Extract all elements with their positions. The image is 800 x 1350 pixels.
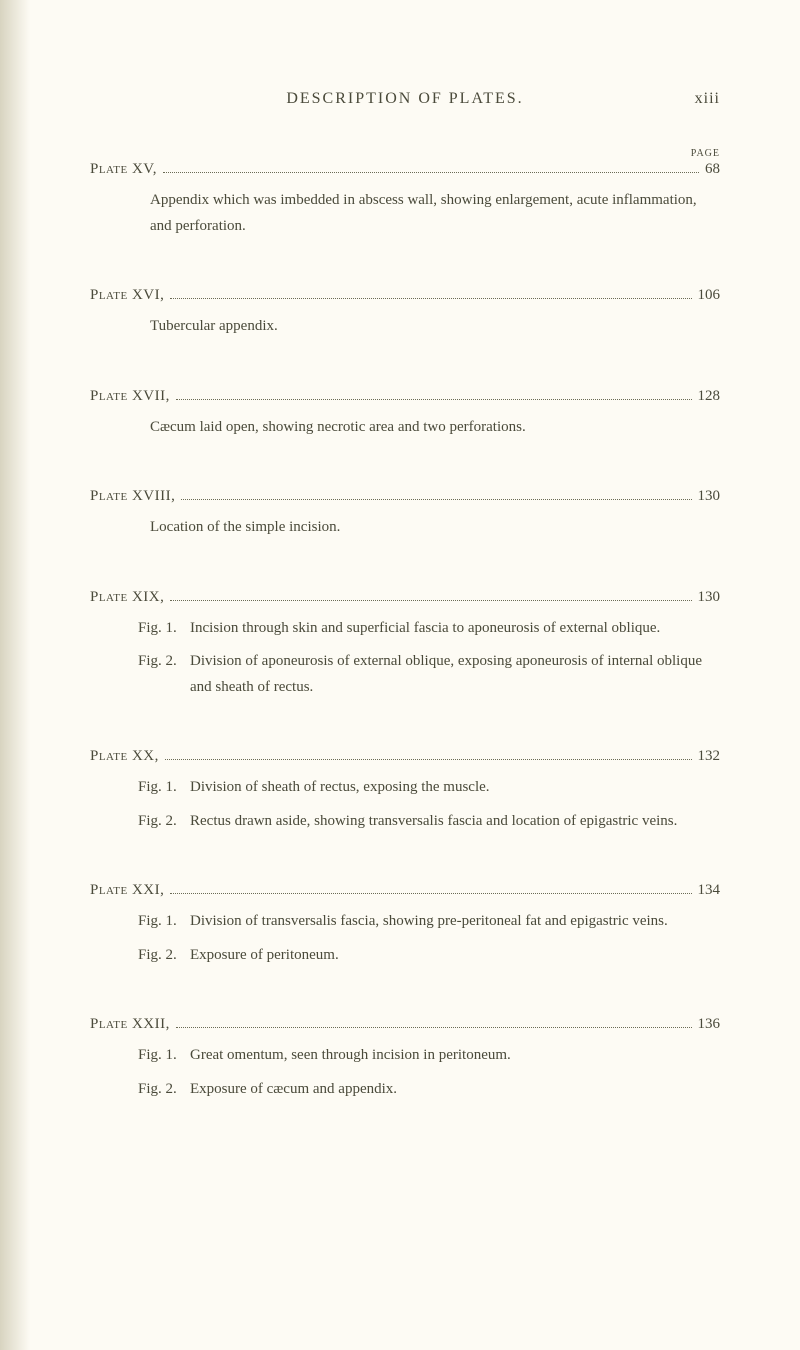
plate-entry: Plate XVIII, 130 Location of the simple … [90,488,720,541]
plate-description: Location of the simple incision. [138,515,720,541]
plate-description-text: Tubercular appendix. [150,314,720,340]
plate-description: Cæcum laid open, showing necrotic area a… [138,415,720,441]
plate-name: Plate XVIII, [90,488,175,505]
plate-description-text: Appendix which was imbedded in abscess w… [150,188,720,239]
figure-item: Fig. 1.Division of transversalis fascia,… [138,909,720,935]
running-header: DESCRIPTION OF PLATES. xiii [90,90,720,108]
plate-heading-line: Plate XIX, 130 [90,589,720,606]
plate-description: Tubercular appendix. [138,314,720,340]
figure-text: Division of transversalis fascia, showin… [190,913,668,929]
plate-page-number: 134 [698,882,721,899]
leader-dots [176,398,692,400]
plate-page-number: 128 [698,388,721,405]
figure-item: Fig. 2.Exposure of peritoneum. [138,943,720,969]
plate-description: Fig. 1.Division of transversalis fascia,… [138,909,720,968]
plate-entry: Plate XX, 132 Fig. 1.Division of sheath … [90,748,720,834]
figure-label: Fig. 2. [138,943,190,969]
plate-description: Appendix which was imbedded in abscess w… [138,188,720,239]
plate-heading-line: Plate XXI, 134 [90,882,720,899]
page-container: DESCRIPTION OF PLATES. xiii PAGE Plate X… [0,0,800,1350]
figure-text: Division of sheath of rectus, exposing t… [190,779,490,795]
plate-entry: Plate XVI, 106 Tubercular appendix. [90,287,720,340]
figure-label: Fig. 2. [138,649,190,675]
plate-name: Plate XXII, [90,1016,170,1033]
plate-description-text: Cæcum laid open, showing necrotic area a… [150,415,720,441]
figure-item: Fig. 2.Rectus drawn aside, showing trans… [138,809,720,835]
header-title: DESCRIPTION OF PLATES. [150,90,660,108]
figure-label: Fig. 1. [138,775,190,801]
figure-text: Great omentum, seen through incision in … [190,1047,511,1063]
figure-item: Fig. 2.Exposure of cæcum and appendix. [138,1077,720,1103]
plate-entry: Plate XXI, 134 Fig. 1.Division of transv… [90,882,720,968]
leader-dots [163,171,699,173]
leader-dots [165,758,692,760]
figure-text: Rectus drawn aside, showing transversali… [190,813,677,829]
leader-dots [170,599,691,601]
figure-text: Exposure of cæcum and appendix. [190,1081,397,1097]
figure-label: Fig. 1. [138,909,190,935]
plate-page-number: 68 [705,161,720,178]
leader-dots [170,892,691,894]
leader-dots [181,498,691,500]
figure-item: Fig. 1.Great omentum, seen through incis… [138,1043,720,1069]
leader-dots [176,1026,692,1028]
plate-page-number: 106 [698,287,721,304]
plate-entry: Plate XXII, 136 Fig. 1.Great omentum, se… [90,1016,720,1102]
leader-dots [170,297,691,299]
figure-text: Exposure of peritoneum. [190,947,339,963]
figure-label: Fig. 2. [138,809,190,835]
plate-name: Plate XXI, [90,882,164,899]
plate-name: Plate XX, [90,748,159,765]
plate-entry: Plate XV, 68 Appendix which was imbedded… [90,161,720,239]
plate-description: Fig. 1.Incision through skin and superfi… [138,616,720,701]
plate-description: Fig. 1.Great omentum, seen through incis… [138,1043,720,1102]
figure-label: Fig. 1. [138,1043,190,1069]
figure-text: Incision through skin and superficial fa… [190,620,660,636]
plate-heading-line: Plate XV, 68 [90,161,720,178]
plate-entry: Plate XVII, 128 Cæcum laid open, showing… [90,388,720,441]
plate-heading-line: Plate XXII, 136 [90,1016,720,1033]
plate-name: Plate XV, [90,161,157,178]
figure-item: Fig. 2.Division of aponeurosis of extern… [138,649,720,700]
plate-page-number: 130 [698,589,721,606]
figure-item: Fig. 1.Division of sheath of rectus, exp… [138,775,720,801]
header-page-roman: xiii [660,90,720,108]
plate-name: Plate XVII, [90,388,170,405]
plate-description-text: Location of the simple incision. [150,515,720,541]
plate-page-number: 132 [698,748,721,765]
plate-description: Fig. 1.Division of sheath of rectus, exp… [138,775,720,834]
plate-page-number: 136 [698,1016,721,1033]
plate-heading-line: Plate XVII, 128 [90,388,720,405]
plate-page-number: 130 [698,488,721,505]
figure-item: Fig. 1.Incision through skin and superfi… [138,616,720,642]
figure-text: Division of aponeurosis of external obli… [190,653,702,695]
plate-entry: Plate XIX, 130 Fig. 1.Incision through s… [90,589,720,701]
plate-heading-line: Plate XVI, 106 [90,287,720,304]
page-column-label: PAGE [90,148,720,159]
figure-label: Fig. 2. [138,1077,190,1103]
plate-heading-line: Plate XVIII, 130 [90,488,720,505]
figure-label: Fig. 1. [138,616,190,642]
plate-name: Plate XIX, [90,589,164,606]
plate-name: Plate XVI, [90,287,164,304]
plate-heading-line: Plate XX, 132 [90,748,720,765]
